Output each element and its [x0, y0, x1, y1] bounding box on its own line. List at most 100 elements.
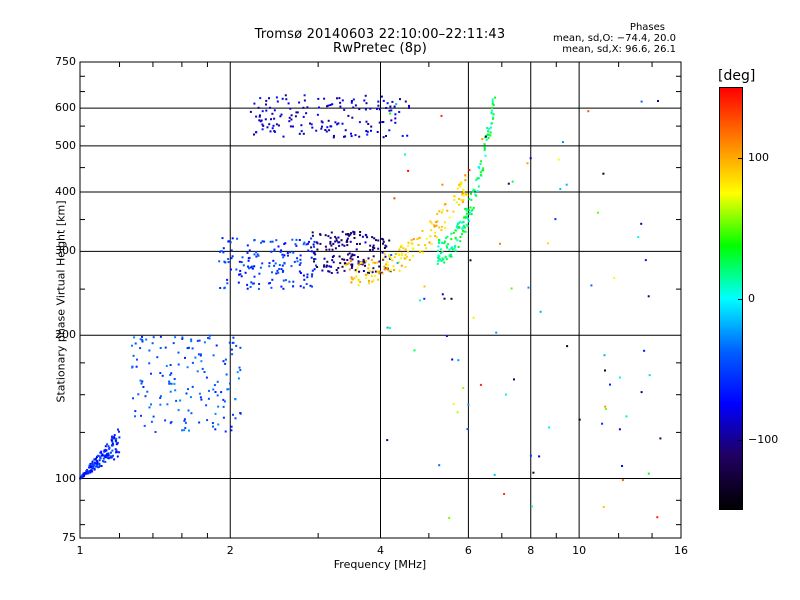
data-point — [141, 338, 144, 341]
noise-point — [554, 218, 557, 221]
data-point — [365, 130, 368, 132]
data-point — [311, 273, 314, 276]
data-point — [392, 265, 395, 268]
data-point — [159, 347, 162, 349]
noise-point — [532, 471, 535, 474]
data-point — [337, 236, 340, 239]
data-point — [339, 262, 342, 265]
data-point — [468, 198, 471, 200]
data-point — [438, 239, 440, 241]
data-point — [367, 123, 370, 125]
data-point — [227, 388, 230, 391]
data-point — [326, 105, 328, 108]
data-point — [341, 258, 344, 261]
data-point — [398, 248, 401, 251]
y-tick-label: 75 — [62, 531, 76, 544]
data-point — [327, 235, 330, 238]
data-point — [213, 384, 216, 387]
data-point — [388, 255, 391, 258]
data-point — [264, 118, 267, 121]
data-point — [90, 462, 93, 465]
data-point — [464, 215, 467, 218]
data-point — [96, 460, 98, 462]
data-point — [136, 358, 138, 361]
data-point — [98, 459, 101, 462]
data-point — [421, 251, 424, 254]
data-point — [188, 429, 190, 432]
data-point — [95, 464, 98, 467]
data-point — [190, 340, 193, 343]
data-point — [159, 335, 162, 338]
data-point — [96, 456, 98, 458]
data-point — [326, 264, 328, 267]
data-point — [311, 275, 313, 278]
data-point — [311, 234, 314, 237]
data-point — [229, 241, 232, 244]
noise-point — [597, 211, 599, 214]
data-point — [329, 240, 332, 243]
data-point — [355, 275, 358, 278]
data-point — [284, 279, 287, 282]
data-point — [221, 237, 224, 240]
data-point — [229, 382, 231, 385]
data-point — [480, 160, 483, 163]
noise-point — [640, 222, 643, 225]
data-point — [326, 260, 329, 263]
data-point — [114, 448, 117, 451]
data-point — [385, 135, 387, 137]
data-point — [366, 271, 369, 274]
data-point — [106, 455, 109, 458]
noise-point — [472, 316, 475, 319]
data-point — [185, 392, 188, 395]
data-point — [338, 97, 341, 100]
data-point — [89, 466, 92, 468]
noise-point — [590, 284, 593, 287]
data-point — [350, 135, 353, 138]
noise-point — [452, 402, 455, 405]
data-point — [290, 118, 293, 121]
data-point — [272, 259, 275, 262]
noise-point — [504, 393, 507, 396]
data-point — [346, 263, 349, 266]
data-point — [393, 105, 396, 108]
data-point — [332, 261, 335, 264]
data-point — [368, 272, 370, 274]
data-point — [253, 102, 256, 105]
data-point — [328, 129, 331, 132]
data-point — [456, 227, 459, 230]
data-point — [111, 444, 114, 447]
data-point — [332, 255, 335, 257]
data-point — [113, 436, 116, 439]
data-point — [89, 471, 92, 474]
data-point — [196, 339, 199, 342]
data-point — [141, 335, 143, 338]
data-point — [459, 220, 462, 223]
data-point — [399, 246, 402, 248]
noise-point — [647, 472, 650, 475]
noise-point — [548, 426, 550, 429]
data-point — [113, 458, 116, 461]
data-point — [380, 95, 383, 98]
data-point — [102, 457, 105, 460]
data-point — [116, 441, 119, 444]
noise-point — [407, 169, 410, 172]
data-point — [454, 229, 457, 232]
data-point — [341, 230, 344, 233]
data-point — [271, 112, 274, 115]
data-point — [89, 469, 92, 472]
data-point — [327, 104, 330, 107]
data-point — [458, 183, 460, 186]
data-point — [283, 261, 286, 264]
data-point — [377, 247, 380, 250]
data-point — [350, 266, 353, 269]
data-point — [87, 472, 90, 475]
y-tick-label: 500 — [55, 138, 76, 152]
data-point — [311, 126, 314, 129]
data-point — [461, 233, 463, 236]
data-point — [335, 269, 338, 271]
data-point — [255, 115, 258, 118]
noise-point — [456, 411, 459, 414]
data-point — [134, 410, 137, 413]
data-point — [477, 185, 480, 188]
data-points — [79, 94, 662, 519]
